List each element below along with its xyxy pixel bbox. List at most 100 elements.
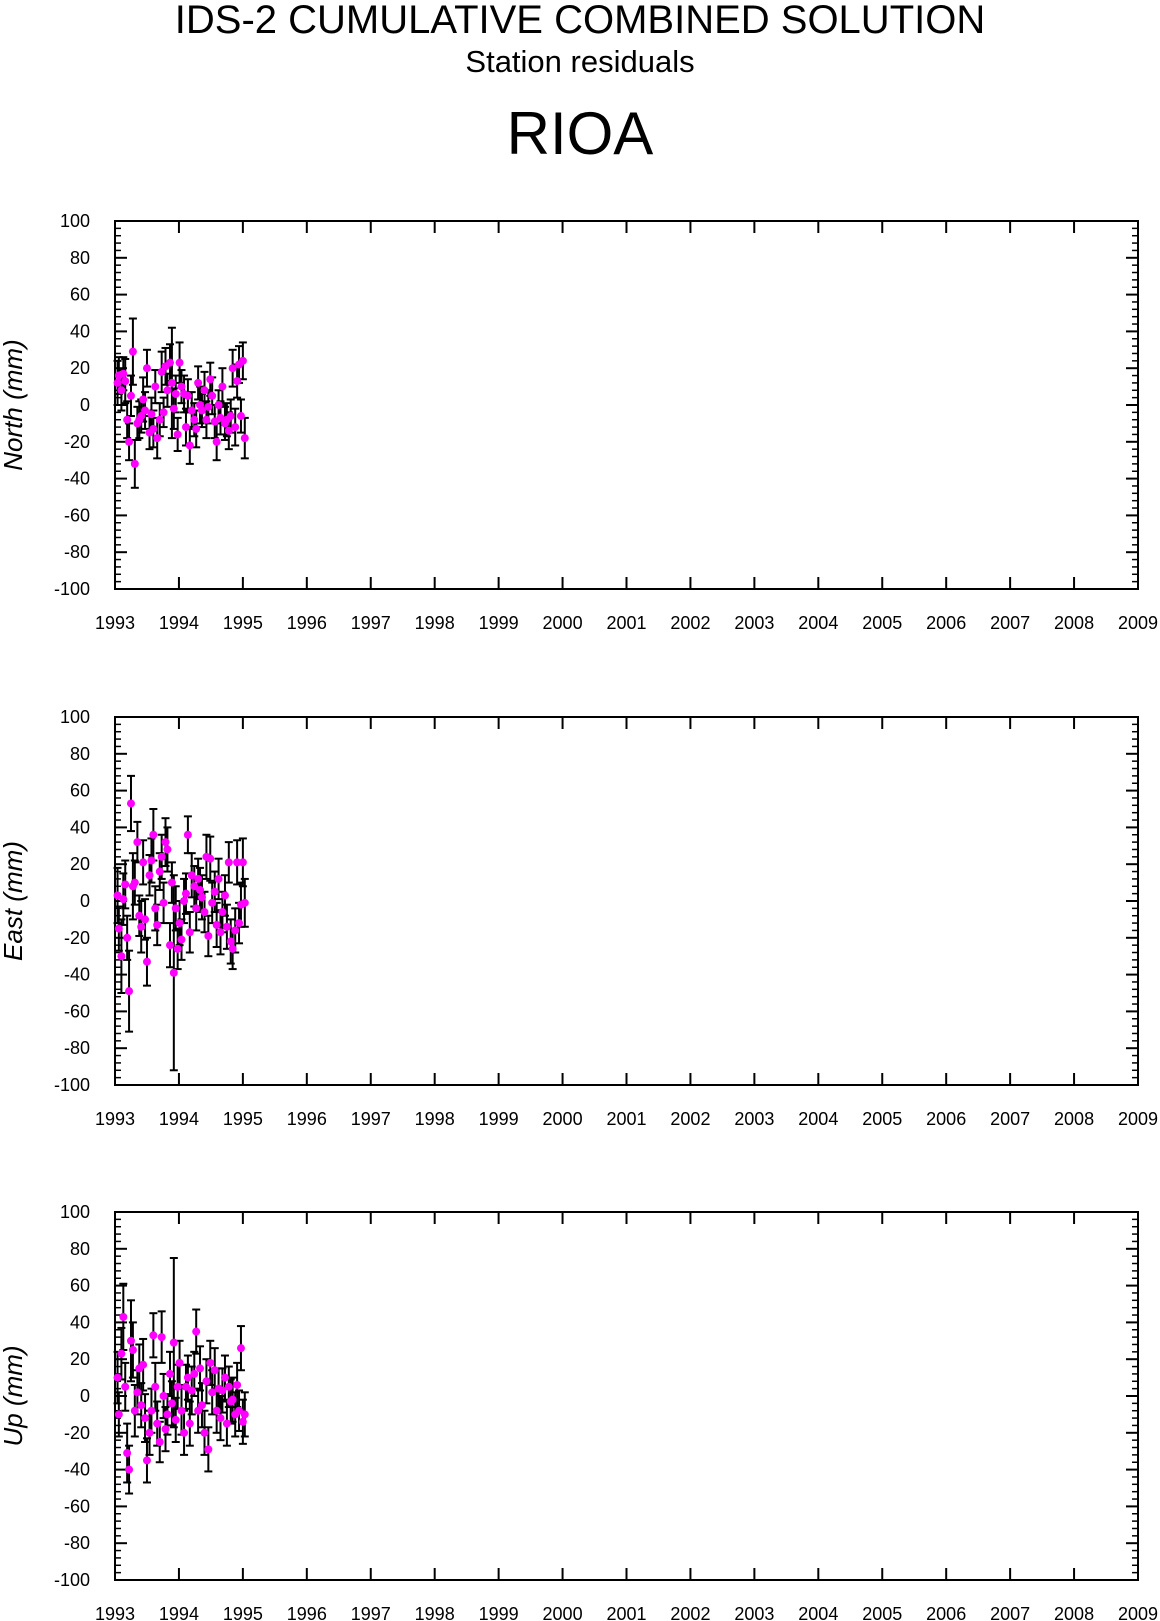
data-point — [147, 1406, 156, 1415]
x-tick-label: 2001 — [606, 1604, 646, 1621]
data-point — [175, 919, 184, 928]
data-point — [141, 915, 150, 924]
data-point — [192, 424, 201, 433]
y-tick-label: 80 — [70, 1239, 90, 1259]
data-point — [167, 378, 176, 387]
y-tick-label: 40 — [70, 321, 90, 341]
y-tick-label: -80 — [64, 1533, 90, 1553]
data-point — [233, 858, 242, 867]
x-tick-label: 2004 — [798, 1604, 838, 1621]
data-point — [133, 1388, 142, 1397]
data-point — [218, 1386, 227, 1395]
data-point — [142, 957, 151, 966]
x-tick-label: 1994 — [159, 613, 199, 633]
x-tick-label: 1996 — [287, 1109, 327, 1129]
data-point — [145, 1428, 154, 1437]
data-point — [142, 1456, 151, 1465]
data-point — [185, 928, 194, 937]
data-point — [169, 968, 178, 977]
data-point — [161, 838, 170, 847]
x-tick-label: 2007 — [990, 1604, 1030, 1621]
data-point — [145, 871, 154, 880]
data-point — [151, 382, 160, 391]
data-point — [126, 391, 135, 400]
data-point — [163, 1410, 172, 1419]
data-point — [155, 867, 164, 876]
data-point — [171, 904, 180, 913]
data-point — [187, 871, 196, 880]
x-tick-label: 2001 — [606, 613, 646, 633]
x-tick-label: 2007 — [990, 613, 1030, 633]
x-tick-label: 2001 — [606, 1109, 646, 1129]
data-point — [123, 1449, 132, 1458]
data-point — [117, 952, 126, 961]
data-point — [185, 1419, 194, 1428]
station-name: RIOA — [506, 100, 654, 167]
data-point — [133, 838, 142, 847]
data-point — [171, 1415, 180, 1424]
x-tick-label: 1994 — [159, 1109, 199, 1129]
x-tick-label: 1997 — [351, 1604, 391, 1621]
data-point — [119, 895, 128, 904]
x-tick-label: 1999 — [479, 613, 519, 633]
y-tick-label: 80 — [70, 248, 90, 268]
data-point — [142, 364, 151, 373]
data-point — [197, 893, 206, 902]
data-point — [130, 1406, 139, 1415]
data-point — [125, 1465, 134, 1474]
y-tick-label: 80 — [70, 744, 90, 764]
data-point — [240, 434, 249, 443]
data-point — [210, 1366, 219, 1375]
y-tick-label: 100 — [60, 1202, 90, 1222]
y-tick-label: 60 — [70, 285, 90, 305]
data-point — [165, 358, 174, 367]
data-point — [153, 920, 162, 929]
data-point — [222, 922, 231, 931]
data-point — [224, 426, 233, 435]
data-point — [180, 897, 189, 905]
data-point — [212, 1406, 221, 1415]
data-point — [169, 1338, 178, 1347]
x-tick-label: 1998 — [415, 1109, 455, 1129]
data-point — [216, 928, 225, 937]
data-point — [180, 1428, 189, 1437]
data-point — [194, 378, 203, 387]
y-tick-label: -80 — [64, 542, 90, 562]
x-tick-label: 2008 — [1054, 1604, 1094, 1621]
x-tick-label: 2007 — [990, 1109, 1030, 1129]
data-point — [212, 437, 221, 446]
x-tick-label: 2008 — [1054, 613, 1094, 633]
x-tick-label: 2006 — [926, 1109, 966, 1129]
data-point — [235, 919, 244, 928]
x-tick-label: 2009 — [1118, 613, 1158, 633]
data-point — [197, 1401, 206, 1410]
data-point — [240, 1410, 249, 1419]
x-tick-label: 2009 — [1118, 1604, 1158, 1621]
y-tick-label: -40 — [64, 1460, 90, 1480]
data-point — [216, 1414, 225, 1423]
data-point — [139, 1360, 148, 1369]
data-point — [121, 880, 130, 889]
y-tick-label: -20 — [64, 928, 90, 948]
data-point — [197, 406, 206, 415]
plot-frame — [114, 1211, 1139, 1581]
data-point — [147, 410, 156, 419]
data-point — [208, 1388, 217, 1397]
data-point — [157, 1333, 166, 1342]
data-point — [228, 1395, 237, 1404]
data-point — [228, 944, 237, 953]
y-tick-label: 0 — [80, 395, 90, 415]
data-point — [113, 1373, 122, 1382]
data-point — [141, 406, 150, 415]
y-axis-label: Up (mm) — [0, 1345, 28, 1446]
y-tick-label: -100 — [54, 579, 90, 599]
data-point — [226, 937, 235, 946]
data-point — [208, 898, 217, 907]
data-point — [126, 1336, 135, 1345]
y-tick-label: -20 — [64, 1423, 90, 1443]
data-point — [224, 1382, 233, 1391]
data-point — [214, 874, 223, 883]
y-tick-label: 0 — [80, 891, 90, 911]
x-tick-label: 1996 — [287, 613, 327, 633]
